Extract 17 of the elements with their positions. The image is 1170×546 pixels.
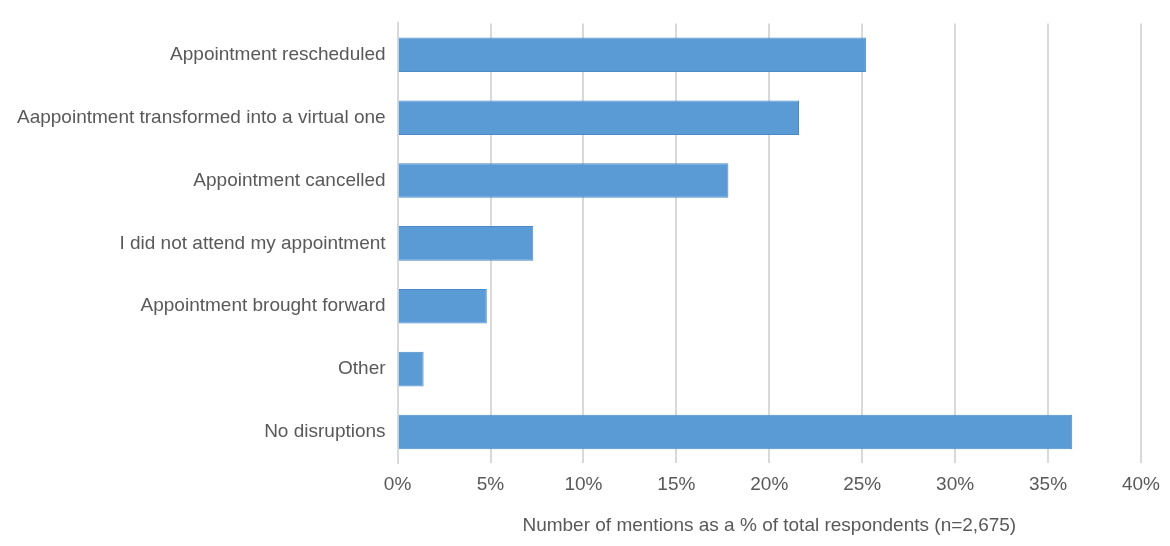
x-axis-title: Number of mentions as a % of total respondents (n=2,675) xyxy=(522,513,1017,535)
y-tick-label: I did not attend my appointment xyxy=(119,231,387,253)
y-tick-label: Aappointment transformed into a virtual one xyxy=(16,105,386,127)
y-tick-label: Other xyxy=(338,357,387,379)
y-tick-label: Appointment rescheduled xyxy=(170,43,386,65)
x-tick-label: 35% xyxy=(1029,473,1068,495)
x-tick-label: 40% xyxy=(1121,473,1161,495)
y-tick-label: Appointment cancelled xyxy=(193,168,386,190)
y-tick-label: Appointment brought forward xyxy=(140,294,386,316)
x-tick-label: 30% xyxy=(936,473,975,495)
x-tick-label: 20% xyxy=(750,473,789,495)
x-tick-label: 10% xyxy=(564,473,603,495)
y-tick-label: No disruptions xyxy=(264,420,386,442)
x-tick-label: 25% xyxy=(843,473,882,495)
x-tick-label: 0% xyxy=(383,473,412,495)
x-tick-label: 15% xyxy=(657,473,696,495)
x-tick-label: 5% xyxy=(476,473,505,495)
